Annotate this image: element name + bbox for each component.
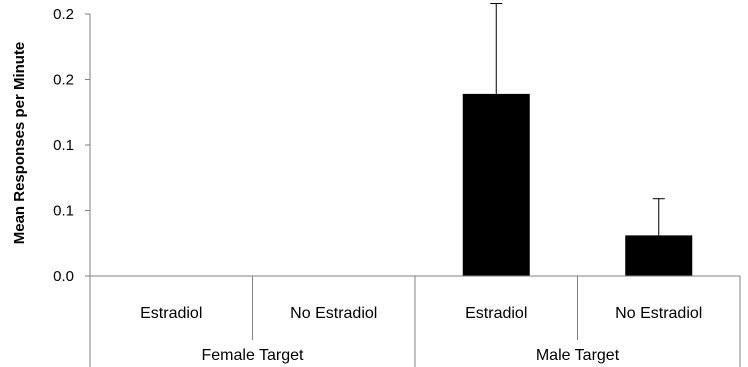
- category-label: Estradiol: [465, 305, 527, 322]
- y-axis: 0.0 0.1 0.1 0.2 0.2: [53, 6, 91, 285]
- y-tick-label: 0.2: [53, 72, 74, 89]
- x-axis: Estradiol No Estradiol Estradiol No Estradi…: [89, 275, 741, 367]
- y-tick-label: 0.0: [53, 268, 74, 285]
- y-axis-label: Mean Responses per Minute: [11, 42, 28, 245]
- bar: [625, 235, 693, 276]
- category-label: Estradiol: [140, 305, 202, 322]
- error-bars: [490, 3, 665, 236]
- category-label: No Estradiol: [290, 305, 377, 322]
- y-tick-label: 0.1: [53, 203, 74, 220]
- y-tick-label: 0.1: [53, 137, 74, 154]
- y-tick-label: 0.2: [53, 6, 74, 23]
- group-label: Female Target: [202, 347, 305, 364]
- group-label: Male Target: [536, 347, 620, 364]
- bars: [462, 93, 693, 276]
- bar: [462, 93, 530, 276]
- category-label: No Estradiol: [615, 305, 702, 322]
